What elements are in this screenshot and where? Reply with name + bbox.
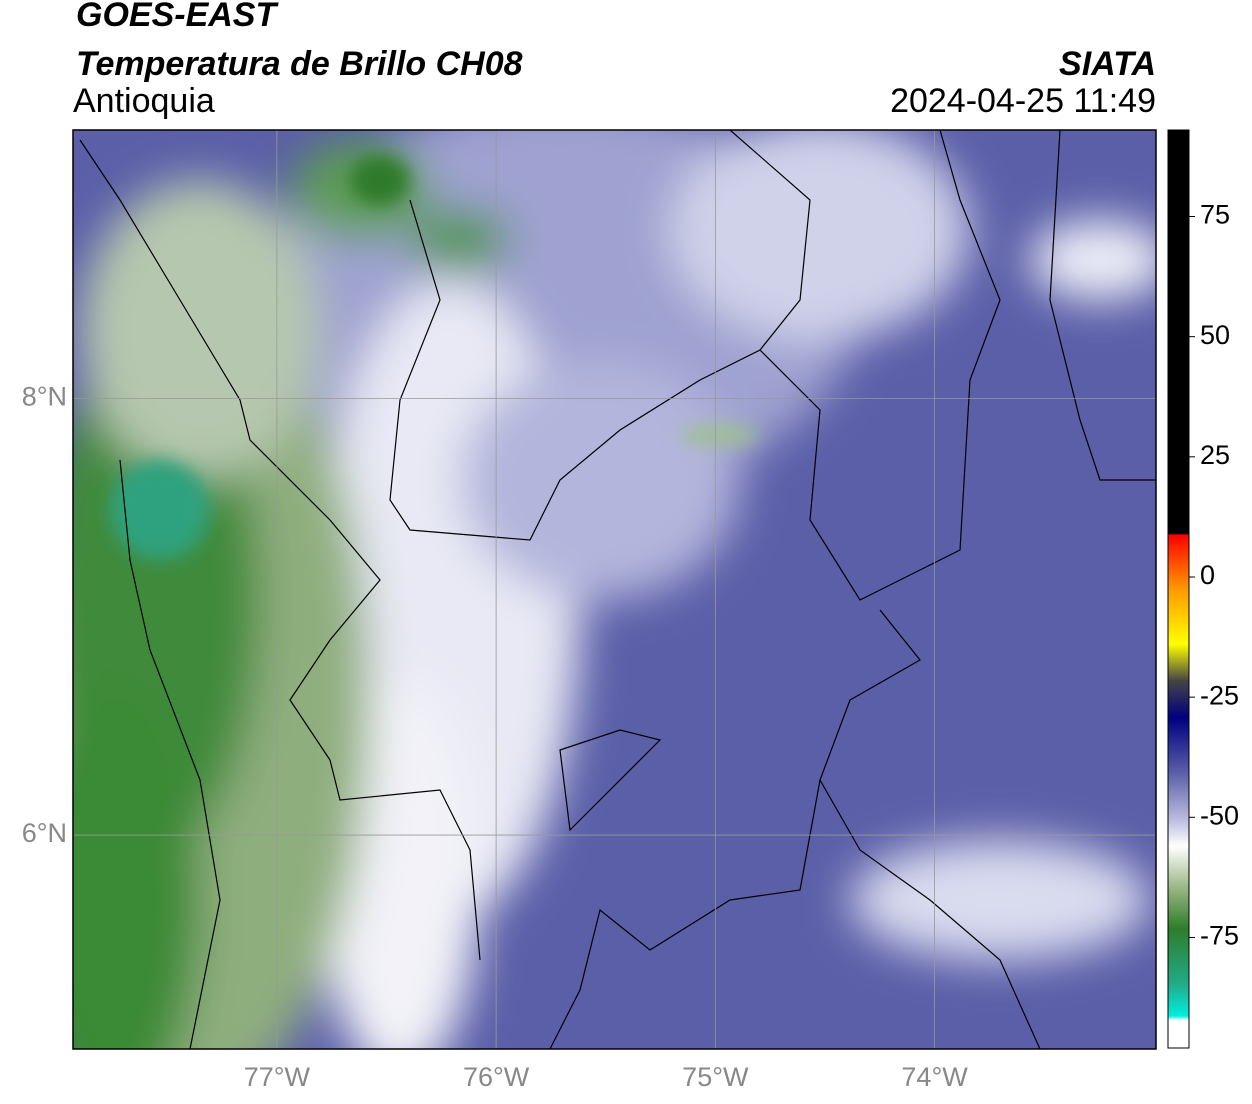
region: Antioquia [73,82,215,120]
datetime: 2024-04-25 11:49 [890,82,1156,120]
lon-label: 75°W [682,1062,749,1092]
colorbar [1167,129,1190,1049]
map-frame [72,129,1157,1050]
lon-label: 77°W [244,1062,311,1092]
colorbar-label: 50 [1200,320,1230,350]
lon-label: 76°W [463,1062,530,1092]
subtitle: Temperatura de Brillo CH08 [76,45,523,83]
colorbar-label: -50 [1200,800,1239,830]
lon-label: 74°W [901,1062,968,1092]
colorbar-label: 0 [1200,560,1215,590]
colorbar-label: 75 [1200,200,1230,230]
graticule [73,130,1156,1049]
source: SIATA [1059,45,1156,83]
colorbar-label: -25 [1200,680,1239,710]
satellite-image [73,130,1156,1049]
lat-label: 6°N [22,818,67,848]
colorbar-label: -75 [1200,921,1239,951]
lat-label: 8°N [22,382,67,412]
title: GOES-EAST [76,0,279,34]
colorbar-label: 25 [1200,440,1230,470]
